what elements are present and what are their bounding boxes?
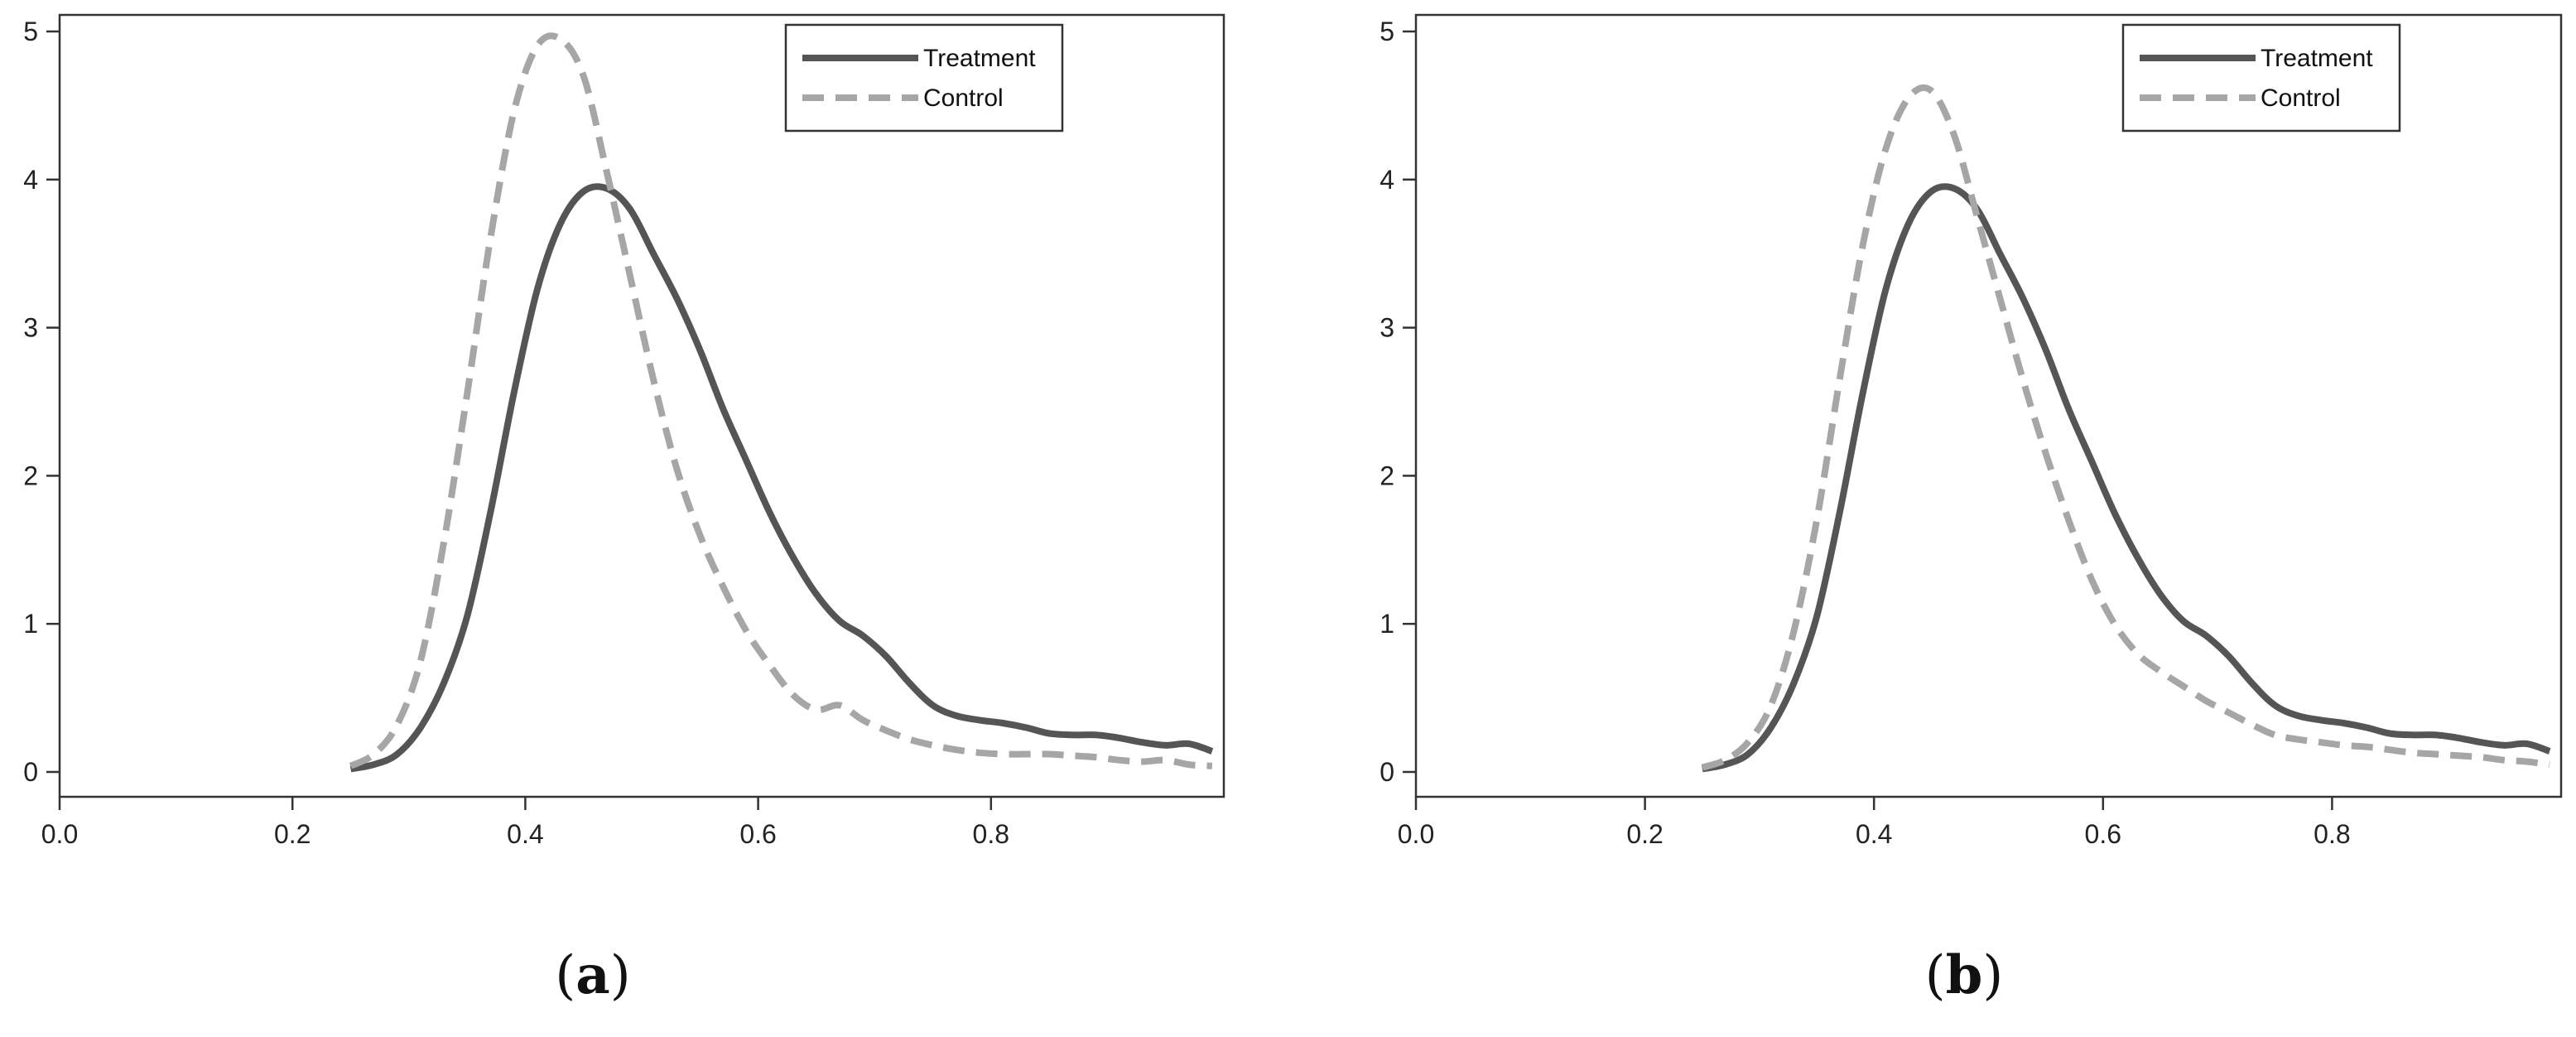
legend-label-treatment: Treatment xyxy=(2261,45,2373,72)
y-tick-label: 3 xyxy=(1379,313,1394,343)
x-tick-label: 0.4 xyxy=(507,819,543,849)
legend-label-control: Control xyxy=(923,84,1004,112)
series-line-control xyxy=(349,32,1213,769)
y-tick-label: 5 xyxy=(23,17,38,46)
series-line-control xyxy=(1701,84,2550,771)
series-line-treatment xyxy=(349,183,1214,773)
plot-frame xyxy=(58,13,1225,798)
y-tick-label: 2 xyxy=(1379,461,1394,490)
x-tick-label: 0.8 xyxy=(2314,819,2350,849)
x-tick-label: 0.2 xyxy=(274,819,311,849)
legend-label-treatment: Treatment xyxy=(923,45,1036,72)
legend: Treatment Control xyxy=(2121,23,2401,133)
y-tick-label: 5 xyxy=(1379,17,1394,46)
panel-label-b: (b) xyxy=(1924,944,2004,1006)
y-tick-label: 1 xyxy=(1379,609,1394,639)
y-tick-label: 0 xyxy=(1379,757,1394,787)
x-tick-label: 0.2 xyxy=(1626,819,1663,849)
chart-panel-b: 0.0 0.2 0.4 0.6 0.8 0 1 2 3 4 5 Treatment Control xyxy=(1379,13,2563,849)
y-tick-label: 4 xyxy=(23,165,38,195)
series-line-treatment xyxy=(1702,183,2551,773)
legend-box xyxy=(2121,23,2401,133)
plot-frame xyxy=(1414,13,2563,798)
x-tick-label: 0.8 xyxy=(973,819,1009,849)
x-tick-label: 0.0 xyxy=(41,819,78,849)
x-tick-label: 0.6 xyxy=(2085,819,2121,849)
x-tick-label: 0.0 xyxy=(1398,819,1434,849)
x-tick-label: 0.4 xyxy=(1856,819,1892,849)
chart-panel-a: 0.0 0.2 0.4 0.6 0.8 0 1 2 3 4 5 Treatment Control xyxy=(23,13,1225,849)
y-tick-label: 3 xyxy=(23,313,38,343)
y-tick-label: 1 xyxy=(23,609,38,639)
y-tick-label: 2 xyxy=(23,461,38,490)
y-tick-label: 4 xyxy=(1379,165,1394,195)
legend-label-control: Control xyxy=(2261,84,2341,112)
legend-box xyxy=(784,23,1064,133)
x-tick-label: 0.6 xyxy=(739,819,776,849)
panel-label-a: (a) xyxy=(555,944,631,1006)
legend: Treatment Control xyxy=(784,23,1064,133)
y-tick-label: 0 xyxy=(23,757,38,787)
